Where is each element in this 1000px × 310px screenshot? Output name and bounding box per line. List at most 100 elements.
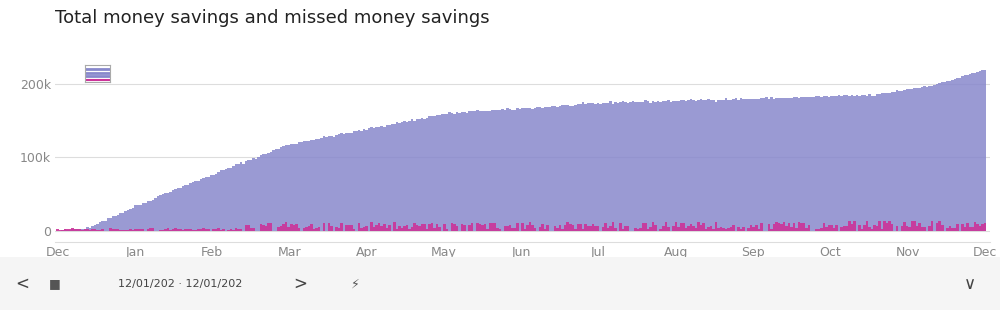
Bar bbox=[167, 193, 169, 231]
Bar bbox=[732, 225, 735, 231]
Bar bbox=[212, 229, 215, 231]
Bar bbox=[74, 229, 76, 231]
Bar bbox=[388, 125, 391, 231]
Bar bbox=[416, 119, 418, 231]
Bar bbox=[252, 228, 255, 231]
Bar bbox=[86, 229, 89, 231]
Bar bbox=[99, 222, 101, 231]
Bar bbox=[979, 226, 981, 231]
Bar bbox=[479, 111, 481, 231]
Bar bbox=[556, 107, 559, 231]
Bar bbox=[672, 226, 675, 231]
Bar bbox=[335, 135, 338, 231]
Bar bbox=[202, 228, 205, 231]
Bar bbox=[406, 122, 408, 231]
Bar bbox=[134, 229, 137, 231]
Bar bbox=[285, 222, 287, 231]
Bar bbox=[579, 224, 582, 231]
Bar bbox=[526, 108, 529, 231]
Bar bbox=[298, 142, 300, 231]
Bar bbox=[217, 228, 220, 231]
Bar bbox=[370, 222, 373, 231]
Bar bbox=[966, 75, 969, 231]
Bar bbox=[737, 100, 740, 231]
Bar bbox=[637, 228, 639, 231]
Bar bbox=[79, 229, 81, 231]
Bar bbox=[888, 93, 891, 231]
Bar bbox=[330, 136, 333, 231]
Bar bbox=[484, 224, 486, 231]
Bar bbox=[815, 229, 818, 231]
Bar bbox=[717, 228, 720, 231]
Bar bbox=[921, 87, 923, 231]
Bar bbox=[481, 225, 484, 231]
Bar bbox=[293, 144, 295, 231]
Bar bbox=[627, 226, 629, 231]
Bar bbox=[556, 228, 559, 231]
Bar bbox=[881, 93, 883, 231]
Bar bbox=[722, 100, 725, 231]
Bar bbox=[612, 104, 614, 231]
Bar bbox=[546, 225, 549, 231]
Bar bbox=[700, 224, 702, 231]
Bar bbox=[702, 100, 705, 231]
Bar bbox=[265, 227, 267, 231]
Bar bbox=[863, 225, 866, 231]
Bar bbox=[908, 89, 911, 231]
Bar bbox=[222, 170, 225, 231]
Bar bbox=[642, 102, 644, 231]
Bar bbox=[670, 102, 672, 231]
Bar bbox=[124, 211, 127, 231]
Bar bbox=[918, 224, 921, 231]
Bar bbox=[323, 136, 325, 231]
Bar bbox=[727, 228, 730, 231]
Bar bbox=[119, 230, 122, 231]
Bar bbox=[340, 133, 343, 231]
Bar bbox=[665, 222, 667, 231]
Bar bbox=[685, 101, 687, 231]
Text: ∨: ∨ bbox=[964, 275, 976, 293]
Bar bbox=[803, 97, 805, 231]
Bar bbox=[84, 229, 86, 231]
Bar bbox=[614, 102, 617, 231]
Bar bbox=[944, 82, 946, 231]
Bar bbox=[644, 223, 647, 231]
Bar bbox=[408, 229, 411, 231]
Bar bbox=[149, 201, 152, 231]
Bar bbox=[252, 158, 255, 231]
Bar bbox=[164, 229, 167, 231]
Bar bbox=[589, 226, 592, 231]
Bar bbox=[800, 223, 803, 231]
Bar bbox=[456, 112, 458, 231]
Text: ⚡: ⚡ bbox=[351, 277, 359, 290]
Bar bbox=[861, 95, 863, 231]
Bar bbox=[639, 228, 642, 231]
Bar bbox=[114, 229, 117, 231]
Bar bbox=[499, 229, 501, 231]
Bar bbox=[778, 98, 780, 231]
Bar bbox=[793, 97, 795, 231]
Bar bbox=[873, 95, 876, 231]
Bar bbox=[101, 229, 104, 231]
Bar bbox=[378, 224, 380, 231]
Bar bbox=[373, 128, 375, 231]
Bar bbox=[66, 229, 69, 231]
Bar bbox=[99, 230, 101, 231]
Bar bbox=[579, 104, 582, 231]
Bar bbox=[177, 188, 179, 231]
Bar bbox=[896, 91, 898, 231]
Bar bbox=[981, 224, 984, 231]
Bar bbox=[587, 104, 589, 231]
Bar bbox=[725, 99, 727, 231]
Bar bbox=[577, 224, 579, 231]
Bar bbox=[790, 227, 793, 231]
Bar bbox=[237, 164, 240, 231]
Bar bbox=[247, 160, 250, 231]
Bar bbox=[179, 229, 182, 231]
Bar bbox=[773, 224, 775, 231]
Bar bbox=[705, 229, 707, 231]
Bar bbox=[813, 97, 815, 231]
Bar bbox=[260, 224, 262, 231]
Bar bbox=[468, 225, 471, 231]
Bar bbox=[861, 229, 863, 231]
